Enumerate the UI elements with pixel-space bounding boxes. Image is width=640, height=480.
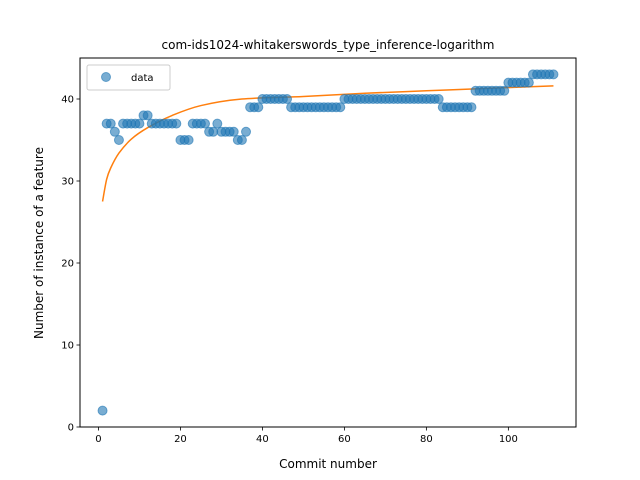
data-point <box>241 126 252 137</box>
data-point <box>183 135 194 145</box>
chart-title: com-ids1024-whitakerswords_type_inferenc… <box>162 38 495 52</box>
data-point <box>466 102 477 113</box>
axes-spines <box>79 57 577 428</box>
data-point <box>109 126 120 137</box>
axes-background <box>80 58 576 427</box>
plot-area <box>80 58 576 427</box>
data-point <box>208 126 219 137</box>
fit-line <box>101 85 554 202</box>
legend-box <box>86 64 171 91</box>
data-point <box>548 69 559 80</box>
x-axis-label: Commit number <box>279 457 377 471</box>
data-point <box>200 118 211 129</box>
y-tick-label: 40 <box>61 95 74 106</box>
legend: data <box>86 64 171 91</box>
data-point <box>253 102 264 113</box>
data-point <box>142 110 153 121</box>
data-point <box>236 135 247 145</box>
data-point <box>499 85 510 96</box>
x-tick-label: 100 <box>499 434 518 445</box>
data-point <box>523 77 534 88</box>
data-point <box>171 118 182 129</box>
legend-label-data: data <box>131 73 154 84</box>
y-tick-label: 30 <box>61 177 74 188</box>
y-tick-label: 10 <box>61 341 74 352</box>
data-point <box>97 405 108 416</box>
y-tick-label: 0 <box>68 423 74 434</box>
data-point <box>228 126 239 137</box>
data-point <box>105 118 116 129</box>
data-point <box>212 118 223 129</box>
x-axis-ticks: 0 20 40 60 80 100 <box>95 427 518 445</box>
x-tick-label: 80 <box>420 434 433 445</box>
data-point <box>433 94 444 104</box>
y-axis-label: Number of instance of a feature <box>32 147 46 339</box>
x-tick-label: 20 <box>174 434 187 445</box>
fit-line-layer <box>101 85 554 202</box>
y-axis-ticks: 0 10 20 30 40 <box>61 95 80 434</box>
x-tick-label: 40 <box>256 434 269 445</box>
data-point <box>282 94 293 104</box>
data-points-layer <box>97 69 559 416</box>
y-tick-label: 20 <box>61 259 74 270</box>
data-point <box>134 118 145 129</box>
x-tick-label: 0 <box>95 434 101 445</box>
x-tick-label: 60 <box>338 434 351 445</box>
data-point <box>113 135 124 145</box>
data-point <box>335 102 346 113</box>
axes-border <box>79 57 577 428</box>
legend-marker-data <box>101 72 111 82</box>
